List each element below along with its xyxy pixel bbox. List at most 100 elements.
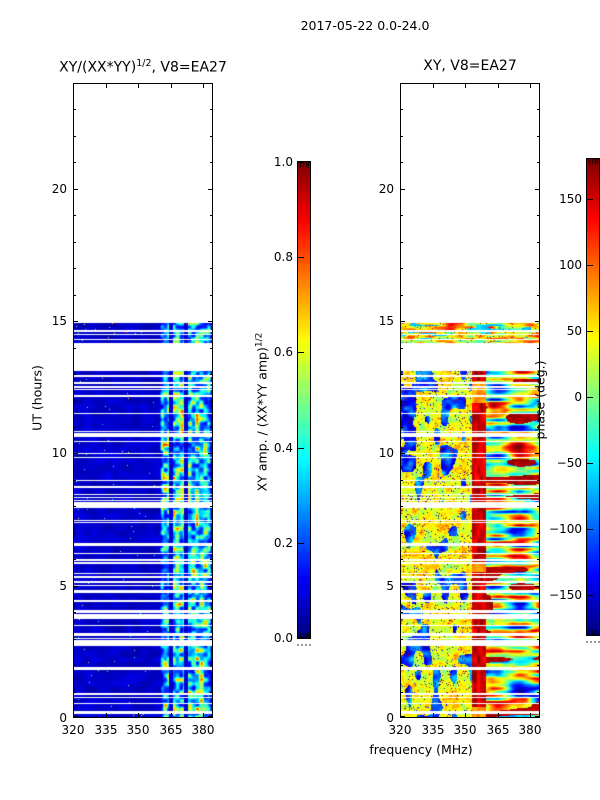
phase-colorbar-tick xyxy=(587,529,593,530)
y-tick-left xyxy=(74,268,76,269)
x-tick-top xyxy=(73,84,74,88)
y-tick-left xyxy=(74,215,76,216)
y-tick-left xyxy=(74,506,76,507)
y-tick-left xyxy=(74,453,78,454)
y-tick-right xyxy=(210,295,212,296)
x-tick-label: 320 xyxy=(61,723,85,737)
amplitude-colorbar-tick xyxy=(298,448,304,449)
x-tick-bottom xyxy=(138,713,139,717)
phase-colorbar-gradient xyxy=(587,159,599,635)
y-tick-right xyxy=(537,242,539,243)
amplitude-colorbar-tick-label: 0.2 xyxy=(273,536,293,550)
y-tick-right xyxy=(537,665,539,666)
y-tick-left xyxy=(401,242,403,243)
y-tick-right xyxy=(210,692,212,693)
y-tick-left xyxy=(74,480,76,481)
y-tick-left xyxy=(74,612,76,613)
phase-colorbar-footnote-dots xyxy=(586,641,600,643)
y-tick-right xyxy=(210,401,212,402)
x-tick-label: 380 xyxy=(191,723,215,737)
y-tick-right xyxy=(537,480,539,481)
y-tick-left xyxy=(401,559,403,560)
y-tick-label: 20 xyxy=(51,182,67,196)
y-tick-left xyxy=(401,586,405,587)
y-tick-left xyxy=(74,533,76,534)
y-tick-left xyxy=(401,639,403,640)
x-tick-top xyxy=(138,84,139,88)
y-tick-left xyxy=(401,612,403,613)
phase-colorbar-tick-label: 100 xyxy=(559,258,582,272)
x-tick-label: 365 xyxy=(486,723,510,737)
left-panel-title: XY/(XX*YY)1/2, V8=EA27 xyxy=(0,58,293,76)
y-tick-left xyxy=(401,215,403,216)
y-tick-label: 20 xyxy=(378,182,394,196)
y-tick-right xyxy=(537,374,539,375)
phase-colorbar-tick xyxy=(587,265,593,266)
y-tick-left xyxy=(74,295,76,296)
x-tick-bottom xyxy=(106,713,107,717)
amplitude-colorbar-tick xyxy=(298,257,304,258)
y-tick-right xyxy=(210,533,212,534)
phase-colorbar-tick xyxy=(587,331,593,332)
y-tick-left xyxy=(401,665,403,666)
phase-colorbar-tick xyxy=(587,199,593,200)
y-tick-left xyxy=(401,162,403,163)
y-tick-left xyxy=(74,427,76,428)
left-panel-title-sup: 1/2 xyxy=(136,58,152,69)
y-tick-left xyxy=(401,189,405,190)
y-tick-right xyxy=(210,506,212,507)
y-tick-left xyxy=(74,109,76,110)
y-tick-right xyxy=(210,136,212,137)
y-tick-left xyxy=(401,692,403,693)
y-tick-left xyxy=(74,401,76,402)
y-tick-right xyxy=(210,480,212,481)
y-tick-right xyxy=(208,189,212,190)
y-tick-right xyxy=(537,215,539,216)
y-tick-left xyxy=(401,109,403,110)
y-tick-left xyxy=(401,321,405,322)
amplitude-colorbar-tick xyxy=(298,162,304,163)
x-tick-label: 380 xyxy=(518,723,542,737)
y-tick-right xyxy=(210,83,212,84)
y-tick-left xyxy=(74,162,76,163)
figure-title: 2017-05-22 0.0-24.0 xyxy=(300,18,430,33)
y-tick-right xyxy=(210,242,212,243)
x-tick-top xyxy=(498,84,499,88)
x-tick-bottom xyxy=(498,713,499,717)
y-tick-left xyxy=(401,348,403,349)
y-tick-right xyxy=(210,215,212,216)
y-tick-left xyxy=(401,716,405,717)
left-heatmap-image xyxy=(73,83,213,718)
phase-colorbar-tick xyxy=(587,397,593,398)
y-tick-label: 15 xyxy=(378,314,394,328)
y-tick-right xyxy=(210,612,212,613)
y-tick-left xyxy=(74,374,76,375)
y-tick-left xyxy=(74,586,78,587)
y-tick-label: 0 xyxy=(386,711,394,725)
y-tick-right xyxy=(210,109,212,110)
y-tick-left xyxy=(401,533,403,534)
y-tick-right xyxy=(537,401,539,402)
y-tick-right xyxy=(537,559,539,560)
y-tick-right xyxy=(537,612,539,613)
y-tick-left xyxy=(74,559,76,560)
x-tick-label: 350 xyxy=(126,723,150,737)
amplitude-colorbar-tick-label: 0.4 xyxy=(273,441,293,455)
phase-colorbar-tick-label: 0 xyxy=(574,390,582,404)
x-tick-top xyxy=(400,84,401,88)
x-tick-label: 335 xyxy=(94,723,118,737)
y-tick-left xyxy=(74,665,76,666)
y-tick-right xyxy=(537,162,539,163)
x-tick-bottom xyxy=(465,713,466,717)
phase-colorbar-tick xyxy=(587,595,593,596)
y-tick-left xyxy=(401,374,403,375)
amplitude-colorbar-tick-label: 0.0 xyxy=(273,631,293,645)
y-tick-right xyxy=(210,639,212,640)
x-tick-label: 335 xyxy=(421,723,445,737)
amplitude-colorbar-tick xyxy=(298,352,304,353)
amplitude-colorbar-tick xyxy=(298,543,304,544)
y-tick-right xyxy=(537,692,539,693)
y-tick-right xyxy=(537,136,539,137)
x-tick-label: 350 xyxy=(453,723,477,737)
y-tick-right xyxy=(537,639,539,640)
